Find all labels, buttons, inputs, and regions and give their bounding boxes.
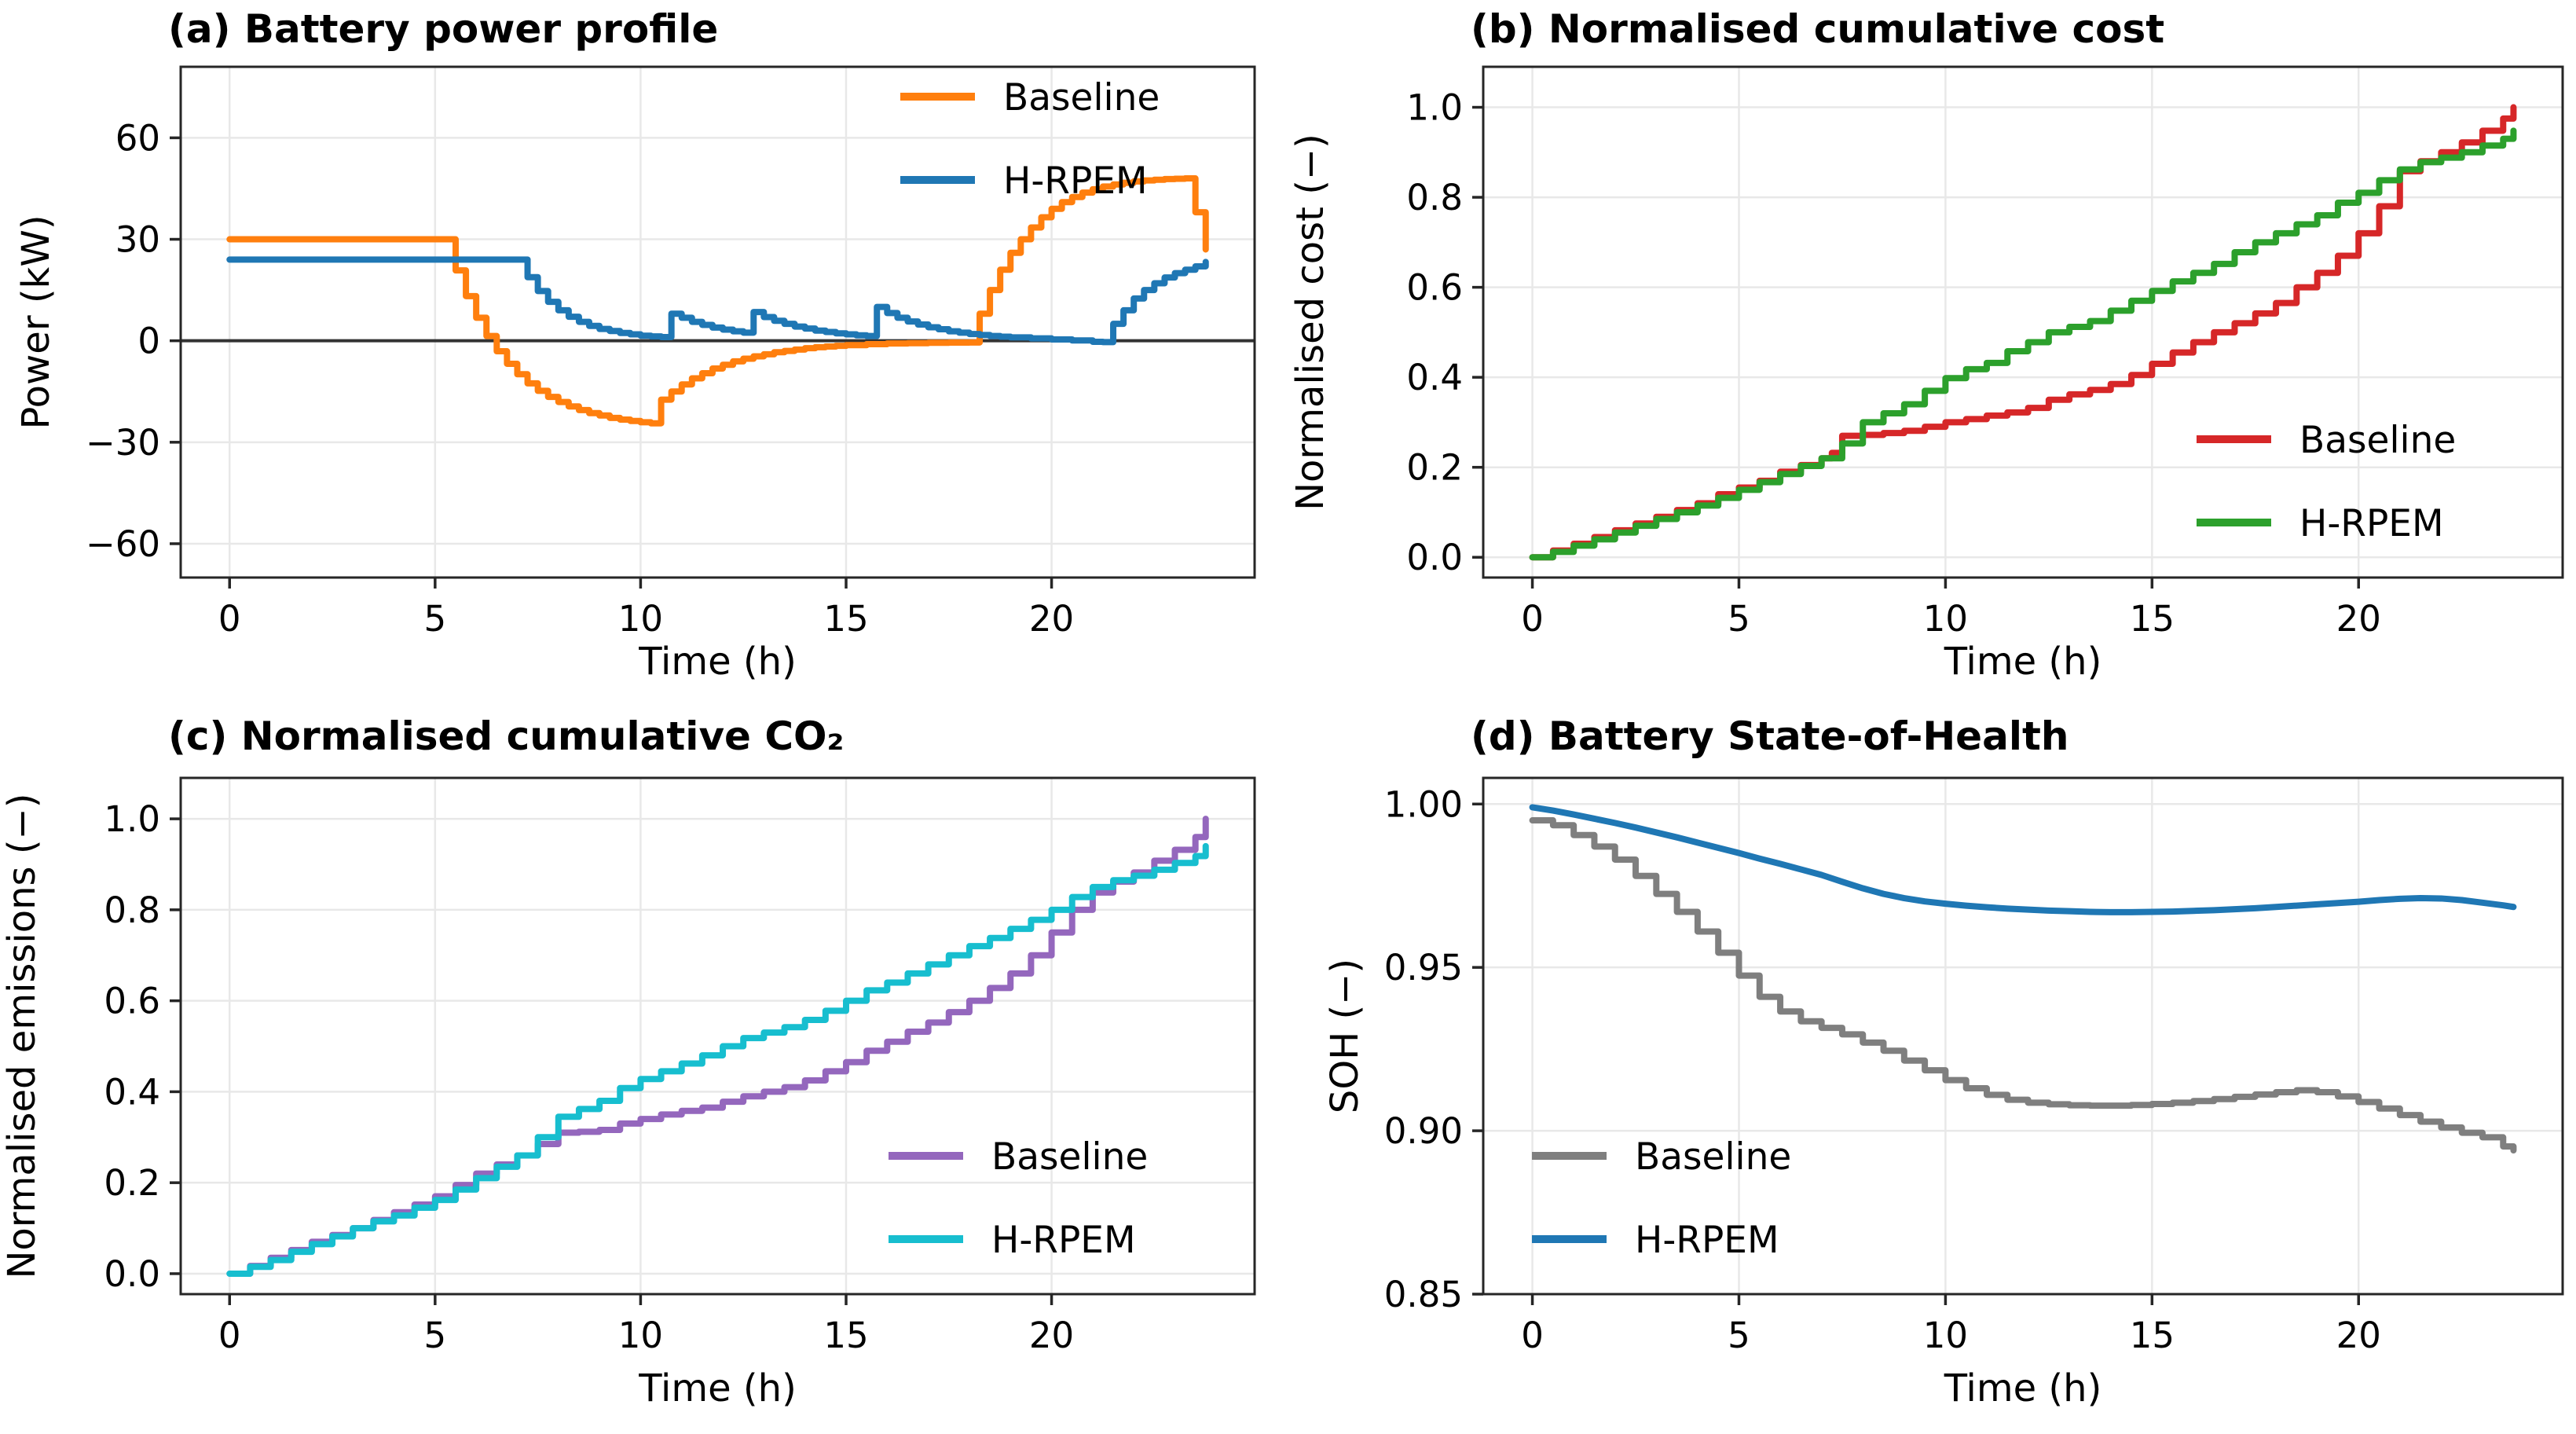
- y-tick-label-1: 0.2: [1406, 447, 1463, 489]
- y-axis-label: Power (kW): [14, 215, 58, 429]
- x-axis-label: Time (h): [638, 640, 797, 684]
- y-tick-label-2: 0: [137, 321, 160, 362]
- y-tick-label-5: 1.0: [1406, 87, 1463, 129]
- chart-title: (b) Normalised cumulative cost: [1471, 6, 2164, 52]
- plot-frame: [179, 65, 1256, 579]
- y-tick-label-0: −60: [86, 523, 160, 565]
- y-axis-label: Normalised cost (−): [1288, 134, 1332, 511]
- legend: Baseline H-RPEM: [1532, 1135, 1791, 1262]
- x-tick-label-4: 20: [1029, 1315, 1074, 1356]
- legend-label-h-rpem: H-RPEM: [2299, 502, 2444, 545]
- legend-label-h-rpem: H-RPEM: [1003, 160, 1148, 203]
- series-h-rpem-line: [226, 842, 1209, 1277]
- plot-frame: [1482, 65, 2564, 579]
- series-baseline-line: [1529, 104, 2517, 561]
- x-tick-label-1: 5: [424, 598, 447, 640]
- x-tick-label-4: 20: [1029, 598, 1074, 640]
- chart-title: (d) Battery State-of-Health: [1471, 713, 2068, 759]
- y-tick-label-3: 1.00: [1384, 783, 1463, 825]
- legend-label-baseline: Baseline: [1635, 1135, 1791, 1179]
- chart-c-normalised-cumulative-co2: 0 5 10 15 20 0.0 0.2 0.4 0.6 0.8 1.0 Time (h) Normal…: [0, 707, 1288, 1434]
- y-tick-label-4: 0.8: [104, 889, 160, 931]
- plot-frame: [179, 776, 1256, 1296]
- y-tick-label-4: 0.8: [1406, 177, 1463, 218]
- y-tick-label-0: 0.0: [104, 1253, 160, 1295]
- legend: Baseline H-RPEM: [889, 1135, 1148, 1262]
- x-tick-label-2: 10: [618, 1315, 663, 1356]
- legend-label-h-rpem: H-RPEM: [991, 1219, 1136, 1262]
- y-axis-label: Normalised emissions (−): [0, 794, 44, 1279]
- y-tick-label-4: 60: [115, 117, 160, 159]
- x-tick-label-0: 0: [1521, 1315, 1544, 1356]
- series-h-rpem-line: [1529, 804, 2517, 915]
- series-baseline-line: [226, 816, 1209, 1277]
- chart-title: (c) Normalised cumulative CO₂: [168, 713, 844, 759]
- x-tick-label-0: 0: [218, 1315, 241, 1356]
- legend-label-baseline: Baseline: [1003, 76, 1160, 119]
- chart-d-battery-state-of-health: 0 5 10 15 20 0.85 0.90 0.95 1.00 Time (h) SOH (−) (…: [1288, 707, 2576, 1434]
- legend-label-baseline: Baseline: [991, 1135, 1148, 1179]
- x-tick-label-2: 10: [1923, 598, 1968, 640]
- y-tick-label-2: 0.95: [1384, 947, 1463, 988]
- x-tick-label-1: 5: [424, 1315, 447, 1356]
- x-tick-label-2: 10: [618, 598, 663, 640]
- y-tick-label-1: 0.90: [1384, 1110, 1463, 1152]
- x-tick-label-1: 5: [1728, 1315, 1750, 1356]
- x-axis-label: Time (h): [638, 1366, 797, 1410]
- x-tick-label-3: 15: [823, 1315, 868, 1356]
- legend-label-h-rpem: H-RPEM: [1635, 1219, 1779, 1262]
- x-tick-label-4: 20: [2336, 1315, 2381, 1356]
- y-tick-label-2: 0.4: [1406, 357, 1463, 398]
- chart-b-normalised-cumulative-cost: 0 5 10 15 20 0.0 0.2 0.4 0.6 0.8 1.0 Time (h) Normal…: [1288, 0, 2576, 707]
- x-tick-label-1: 5: [1728, 598, 1750, 640]
- y-tick-label-3: 0.6: [1406, 267, 1463, 309]
- chart-title: (a) Battery power profile: [168, 6, 718, 52]
- x-axis-label: Time (h): [1944, 640, 2102, 684]
- x-axis-label: Time (h): [1944, 1366, 2102, 1410]
- x-tick-label-0: 0: [218, 598, 241, 640]
- legend: Baseline H-RPEM: [900, 76, 1160, 203]
- x-tick-label-2: 10: [1923, 1315, 1968, 1356]
- x-tick-label-3: 15: [2130, 1315, 2175, 1356]
- y-tick-label-5: 1.0: [104, 798, 160, 840]
- y-tick-label-2: 0.4: [104, 1071, 160, 1113]
- legend: Baseline H-RPEM: [2197, 419, 2456, 545]
- plot-frame: [1482, 776, 2564, 1296]
- x-tick-label-4: 20: [2336, 598, 2381, 640]
- chart-a-battery-power-profile: 0 5 10 15 20 −60 −30 0 30 60 Time (h) Power (kW) (a)…: [0, 0, 1288, 707]
- y-tick-label-1: −30: [86, 422, 160, 464]
- series-baseline-line: [226, 175, 1209, 427]
- x-tick-label-3: 15: [2130, 598, 2175, 640]
- y-tick-label-3: 30: [115, 219, 160, 261]
- series-h-rpem-line: [1529, 127, 2517, 561]
- legend-label-baseline: Baseline: [2299, 419, 2456, 462]
- x-tick-label-0: 0: [1521, 598, 1544, 640]
- y-tick-label-0: 0.0: [1406, 537, 1463, 578]
- y-tick-label-0: 0.85: [1384, 1274, 1463, 1315]
- x-tick-label-3: 15: [823, 598, 868, 640]
- series-h-rpem-line: [226, 256, 1209, 346]
- y-tick-label-3: 0.6: [104, 981, 160, 1022]
- y-axis-label: SOH (−): [1323, 959, 1367, 1113]
- y-tick-label-1: 0.2: [104, 1162, 160, 1204]
- series-baseline-line: [1529, 817, 2517, 1154]
